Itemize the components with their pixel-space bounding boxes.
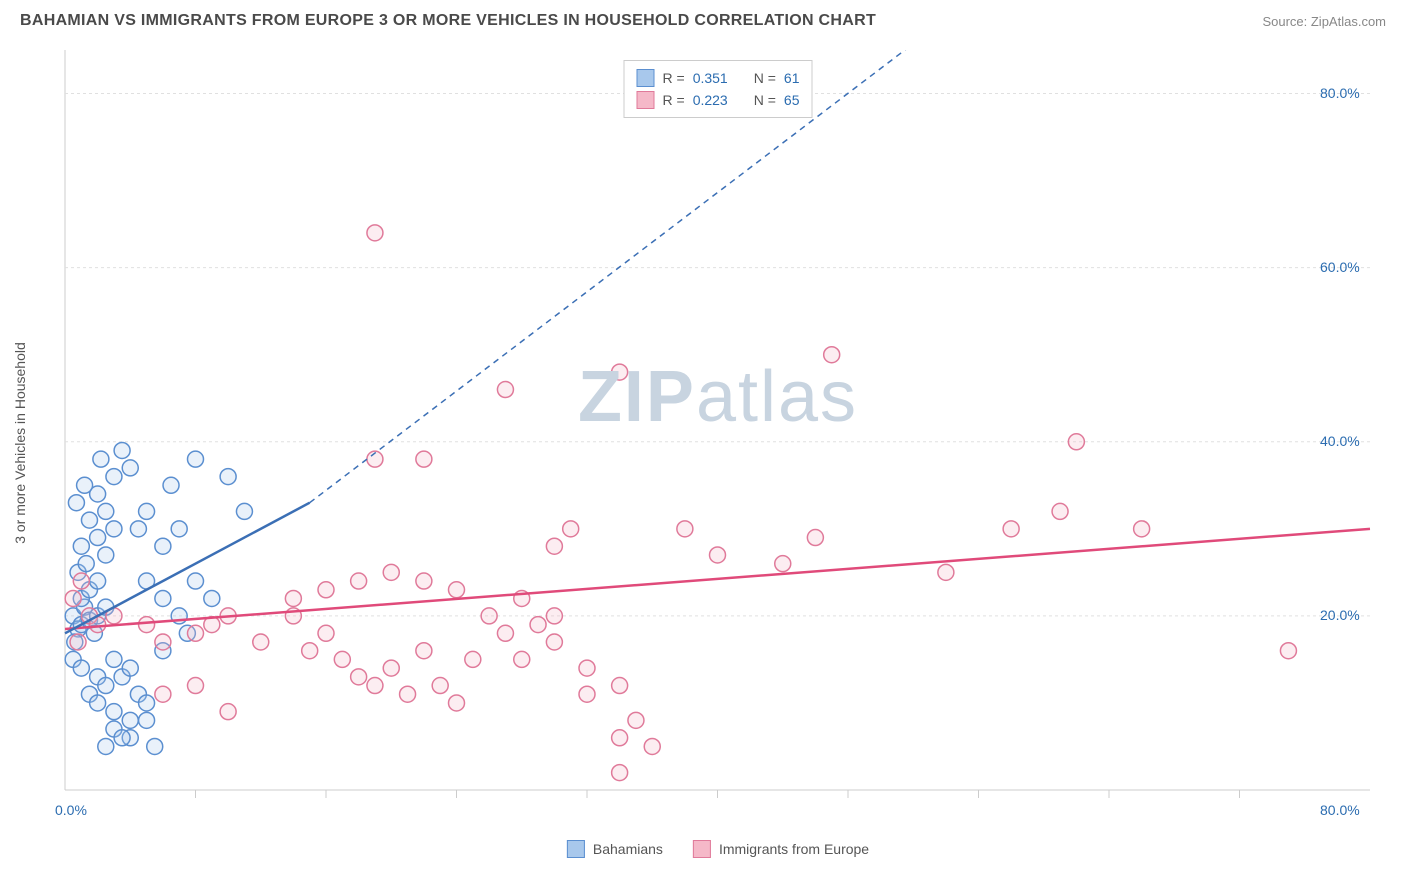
legend-swatch-europe-icon [693, 840, 711, 858]
legend-stats: R = 0.351 N = 61 R = 0.223 N = 65 [624, 60, 813, 118]
legend-item-europe: Immigrants from Europe [693, 840, 869, 858]
legend-label-europe: Immigrants from Europe [719, 841, 869, 857]
legend-label-bahamians: Bahamians [593, 841, 663, 857]
legend-swatch-europe [637, 91, 655, 109]
chart-header: BAHAMIAN VS IMMIGRANTS FROM EUROPE 3 OR … [0, 0, 1406, 38]
axis-tick-label: 40.0% [1320, 433, 1360, 449]
legend-swatch-bahamians [637, 69, 655, 87]
n-value-bahamians: 61 [784, 70, 800, 86]
r-value-bahamians: 0.351 [693, 70, 728, 86]
n-label: N = [754, 70, 776, 86]
axis-tick-label: 20.0% [1320, 607, 1360, 623]
legend-swatch-bahamians-icon [567, 840, 585, 858]
axis-tick-label: 0.0% [55, 802, 87, 818]
chart-source: Source: ZipAtlas.com [1262, 14, 1386, 29]
legend-stats-row: R = 0.223 N = 65 [637, 89, 800, 111]
y-axis-label: 3 or more Vehicles in Household [12, 342, 28, 544]
r-label: R = [663, 70, 685, 86]
axis-tick-label: 80.0% [1320, 802, 1360, 818]
n-value-europe: 65 [784, 92, 800, 108]
legend-series: Bahamians Immigrants from Europe [567, 840, 869, 858]
r-value-europe: 0.223 [693, 92, 728, 108]
n-label: N = [754, 92, 776, 108]
legend-stats-row: R = 0.351 N = 61 [637, 67, 800, 89]
legend-item-bahamians: Bahamians [567, 840, 663, 858]
chart-title: BAHAMIAN VS IMMIGRANTS FROM EUROPE 3 OR … [20, 12, 876, 30]
scatter-chart [50, 50, 1386, 820]
chart-container: 3 or more Vehicles in Household ZIPatlas… [50, 50, 1386, 820]
axis-tick-label: 60.0% [1320, 259, 1360, 275]
r-label: R = [663, 92, 685, 108]
axis-tick-label: 80.0% [1320, 85, 1360, 101]
